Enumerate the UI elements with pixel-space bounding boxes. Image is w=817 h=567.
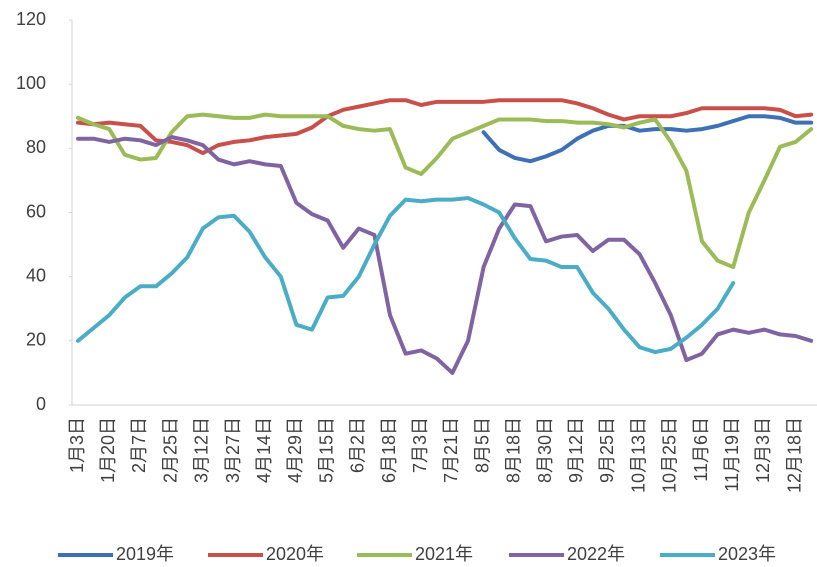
x-tick-label: 1月3日 [67, 417, 87, 473]
x-tick-label: 11月19日 [722, 417, 742, 492]
x-tick-label: 1月20日 [98, 417, 118, 483]
legend-label: 2023年 [718, 544, 776, 564]
legend-label: 2020年 [266, 544, 324, 564]
x-tick-label: 9月25日 [597, 417, 617, 483]
x-tick-label: 9月12日 [566, 417, 586, 483]
x-tick-label: 5月15日 [316, 417, 336, 483]
x-tick-label: 3月12日 [192, 417, 212, 483]
legend-label: 2022年 [567, 544, 625, 564]
x-tick-label: 2月7日 [129, 417, 149, 473]
y-tick-label: 60 [26, 201, 46, 221]
x-tick-label: 7月3日 [410, 417, 430, 473]
x-tick-label: 4月29日 [285, 417, 305, 483]
series-line [76, 112, 814, 270]
legend-label: 2021年 [415, 544, 473, 564]
x-tick-label: 8月18日 [504, 417, 524, 483]
y-tick-label: 80 [26, 137, 46, 157]
series-line [76, 196, 736, 355]
x-tick-label: 6月2日 [348, 417, 368, 473]
series-line [76, 135, 814, 375]
x-tick-label: 8月30日 [535, 417, 555, 483]
x-tick-label: 12月18日 [784, 417, 804, 493]
x-tick-label: 7月21日 [441, 417, 461, 483]
x-tick-label: 11月6日 [691, 417, 711, 482]
y-tick-label: 20 [26, 330, 46, 350]
x-tick-label: 10月25日 [660, 417, 680, 493]
x-tick-label: 8月5日 [472, 417, 492, 473]
series-line [76, 98, 814, 156]
x-tick-label: 4月14日 [254, 417, 274, 483]
x-tick-label: 12月3日 [753, 417, 773, 483]
series-line [481, 114, 814, 164]
y-tick-label: 40 [26, 265, 46, 285]
x-tick-label: 3月27日 [223, 417, 243, 483]
legend-label: 2019年 [116, 544, 174, 564]
x-tick-label: 6月18日 [379, 417, 399, 483]
y-tick-label: 0 [36, 394, 46, 414]
y-tick-label: 120 [16, 9, 46, 29]
x-tick-label: 2月25日 [160, 417, 180, 483]
y-tick-label: 100 [16, 73, 46, 93]
x-tick-label: 10月13日 [628, 417, 648, 493]
